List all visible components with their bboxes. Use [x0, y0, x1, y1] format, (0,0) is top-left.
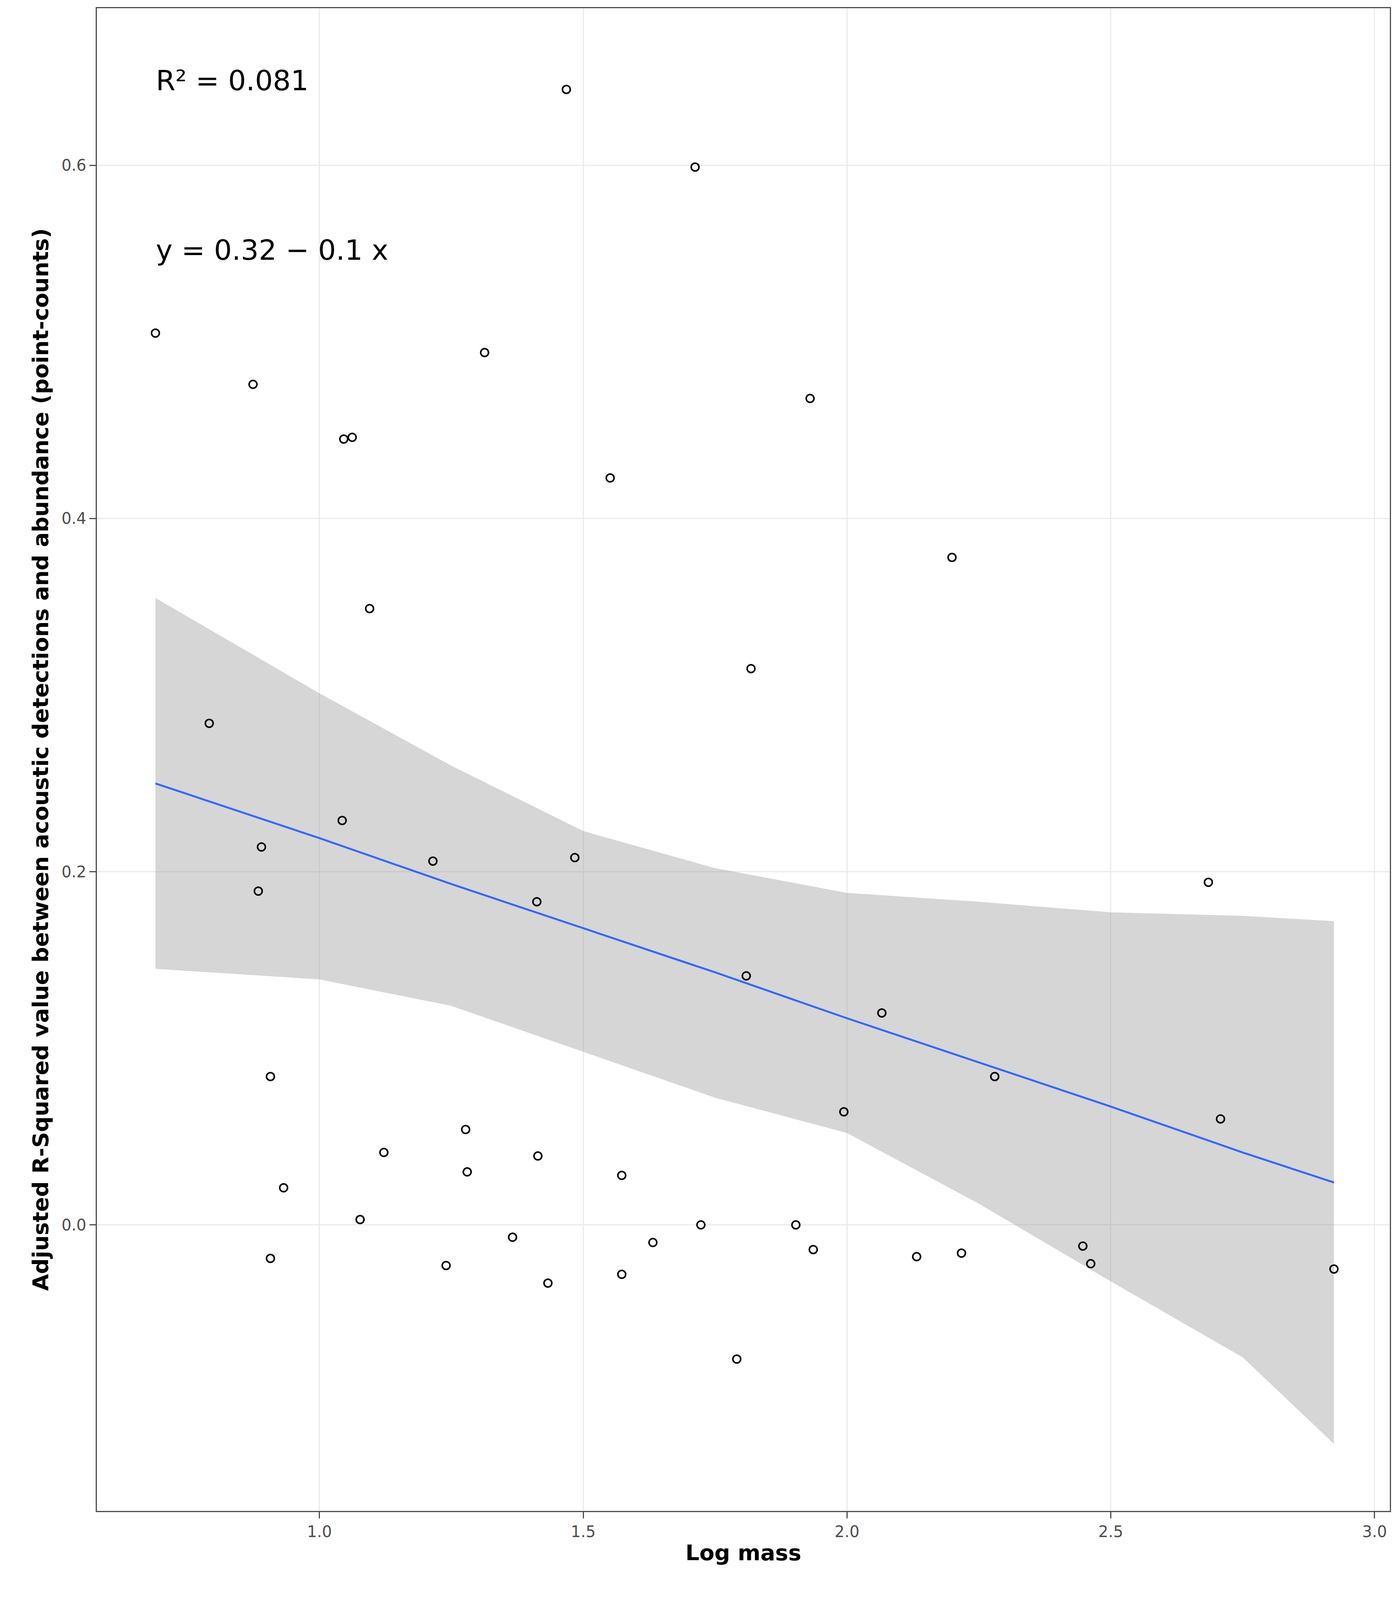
svg-text:2.5: 2.5: [1098, 1522, 1124, 1541]
svg-text:y = 0.32 − 0.1 x: y = 0.32 − 0.1 x: [155, 233, 389, 267]
svg-text:1.5: 1.5: [570, 1522, 596, 1541]
svg-text:0.0: 0.0: [61, 1216, 87, 1234]
svg-text:1.0: 1.0: [307, 1522, 333, 1541]
svg-text:2.0: 2.0: [834, 1522, 860, 1541]
svg-text:0.6: 0.6: [61, 156, 87, 175]
svg-text:3.0: 3.0: [1362, 1522, 1388, 1541]
svg-text:0.2: 0.2: [61, 862, 87, 881]
svg-text:R² = 0.081: R² = 0.081: [155, 64, 309, 97]
svg-text:Adjusted R-Squared value betwe: Adjusted R-Squared value between acousti…: [27, 228, 54, 1292]
svg-text:0.4: 0.4: [61, 509, 87, 528]
svg-text:Log mass: Log mass: [685, 1539, 802, 1566]
